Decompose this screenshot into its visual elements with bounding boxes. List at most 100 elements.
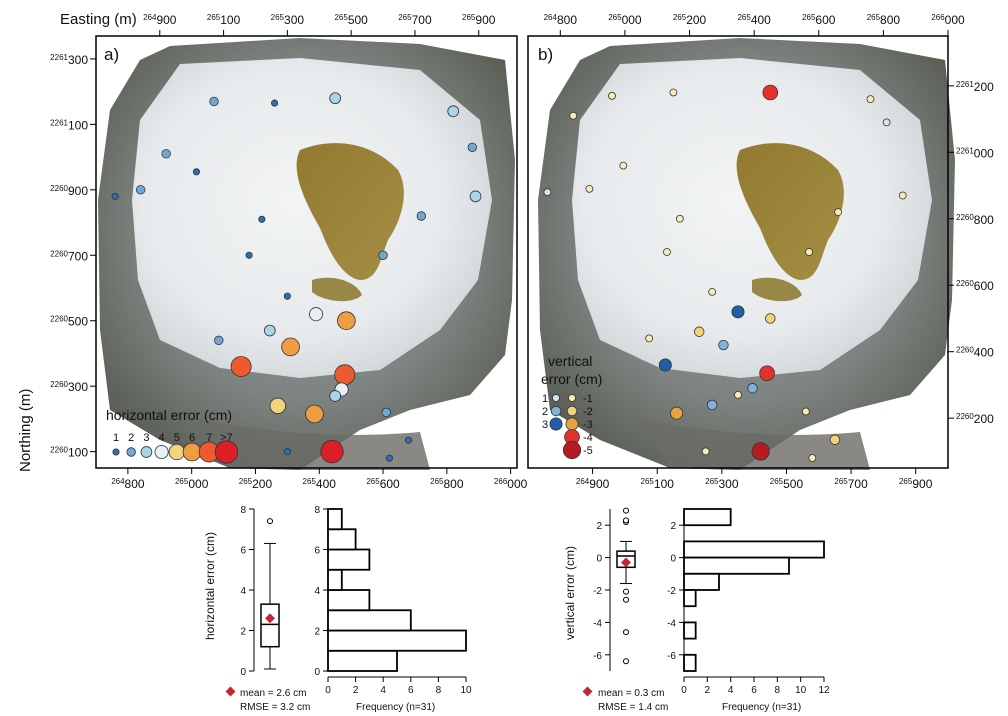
legend-size-label: 3 xyxy=(143,432,149,444)
vertical-error-marker xyxy=(718,339,729,351)
panel-b-right-tick-labels: 2261200 2261000 2260800 2260600 2260400 22602… xyxy=(948,80,994,426)
a-top-tick-label: 265100 xyxy=(207,13,241,27)
panel-b-label: b) xyxy=(538,45,553,64)
panel-a-orthophoto xyxy=(98,38,515,470)
panel-a-left-tick-labels: 2261300 2261100 2260900 2260700 2260500 22603… xyxy=(50,53,96,460)
a-left-tick-label: 2261100 xyxy=(50,118,88,132)
vertical-error-marker xyxy=(675,214,684,223)
legend-size-label: 6 xyxy=(189,432,195,444)
a-bottom-tick-label: 266000 xyxy=(494,477,528,491)
a-left-tick-label: 2260700 xyxy=(50,249,88,263)
horizontal-error-marker xyxy=(381,407,391,418)
boxplot-outlier xyxy=(623,588,629,595)
boxplot-outlier xyxy=(623,596,629,603)
panel-b-legend-title-1: vertical xyxy=(548,353,592,369)
boxplot-tick-label: 0 xyxy=(240,667,246,678)
b-top-tick-label: 266000 xyxy=(931,13,965,27)
histogram-y-tick-label: 0 xyxy=(314,667,320,678)
horizontal-error-marker xyxy=(320,440,344,464)
vertical-error-marker xyxy=(701,447,710,456)
panel-b-orthophoto xyxy=(538,38,955,470)
vertical-error-marker xyxy=(731,305,745,319)
panel-b-top-tick-labels: 264800 265000 265200 265400 265600 265800 2660… xyxy=(544,13,965,36)
a-bottom-tick-label: 265000 xyxy=(175,477,209,491)
horizontal-error-marker xyxy=(305,404,324,424)
histogram-bar xyxy=(683,653,697,672)
boxplot-tick-label: 8 xyxy=(240,505,246,516)
histogram-bar xyxy=(683,572,720,591)
horizontal-error-axis-title: horizontal error (cm) xyxy=(203,532,217,640)
panel-b-bottom-tick-labels: 264900 265100 265300 265500 265700 265900 xyxy=(576,468,933,491)
horizontal-error-marker xyxy=(269,397,286,414)
vertical-error-marker xyxy=(801,407,810,416)
panel-b-legend-title-2: error (cm) xyxy=(541,371,602,387)
histogram-y-tick-label: -4 xyxy=(667,618,676,629)
histogram-y-tick-label: -2 xyxy=(667,586,676,597)
histogram-bar xyxy=(327,528,357,551)
legend-size-label: 1 xyxy=(113,432,119,444)
boxplot-outlier xyxy=(623,658,629,665)
legend-neg-marker xyxy=(562,440,582,460)
panel-a-bottom-tick-labels: 264800 265000 265200 265400 265600 265800 2660… xyxy=(111,468,528,491)
b-bottom-tick-label: 265700 xyxy=(834,477,868,491)
boxplot-outlier xyxy=(267,518,273,525)
histogram-y-tick-label: -6 xyxy=(667,651,676,662)
vertical-error-marker xyxy=(669,88,678,97)
horizontal-error-boxplot: 0 2 4 6 8 xyxy=(240,505,280,678)
panel-a-map: Easting (m) 264900 265100 265300 265500 2657… xyxy=(17,11,528,491)
vertical-error-marker xyxy=(765,313,776,324)
horizontal-error-marker xyxy=(271,99,279,107)
b-right-tick-label: 2261000 xyxy=(956,146,994,160)
vertical-error-marker xyxy=(708,287,717,296)
legend-pos-label: 2 xyxy=(542,406,548,418)
histogram-bar xyxy=(683,508,732,527)
a-bottom-tick-label: 265600 xyxy=(366,477,400,491)
b-bottom-tick-label: 265500 xyxy=(770,477,804,491)
horizontal-error-marker xyxy=(281,337,300,357)
histogram-x-tick-label: 4 xyxy=(380,685,386,696)
vertical-error-marker xyxy=(619,161,628,170)
legend-size-marker xyxy=(214,440,238,464)
boxplot-mean xyxy=(265,613,275,624)
vertical-error-marker xyxy=(585,184,594,193)
a-top-tick-label: 265300 xyxy=(271,13,305,27)
horizontal-error-marker xyxy=(334,364,356,386)
b-top-tick-label: 265200 xyxy=(673,13,707,27)
vertical-error-marker xyxy=(762,84,779,101)
horizontal-error-marker xyxy=(263,324,276,337)
legend-pos-label: 1 xyxy=(542,393,548,405)
histogram-x-tick-label: 6 xyxy=(751,685,757,696)
horizontal-mean-label: mean = 2.6 cm xyxy=(240,688,306,699)
vertical-error-marker xyxy=(569,111,578,120)
histogram-x-tick-label: 8 xyxy=(436,685,442,696)
horizontal-error-marker xyxy=(385,454,393,462)
a-top-tick-label: 264900 xyxy=(143,13,177,27)
horizontal-rmse-label: RMSE = 3.2 cm xyxy=(240,702,310,713)
horizontal-error-marker xyxy=(161,149,171,159)
panel-a-frame xyxy=(95,35,518,469)
a-bottom-tick-label: 265800 xyxy=(430,477,464,491)
histogram-x-tick-label: 2 xyxy=(705,685,711,696)
histogram-y-tick-label: 0 xyxy=(670,554,676,565)
histogram-x-tick-label: 10 xyxy=(795,685,807,696)
horizontal-error-marker xyxy=(337,311,356,331)
vertical-error-marker xyxy=(608,91,616,100)
mean-marker-legend-v xyxy=(582,686,593,697)
boxplot-mean xyxy=(621,557,631,568)
vertical-error-marker xyxy=(898,191,907,200)
boxplot-tick-label: 4 xyxy=(240,586,246,597)
legend-size-label: 2 xyxy=(128,432,134,444)
boxplot-tick-label: 2 xyxy=(240,627,246,638)
panel-a-label: a) xyxy=(104,45,119,64)
legend-neg-label: -2 xyxy=(583,406,593,418)
boxplot-tick-label: 6 xyxy=(240,546,246,557)
legend-neg-marker xyxy=(565,417,579,431)
a-left-tick-label: 2261300 xyxy=(50,53,88,67)
b-bottom-tick-label: 264900 xyxy=(576,477,610,491)
b-top-tick-label: 264800 xyxy=(544,13,578,27)
vertical-error-marker xyxy=(645,334,654,343)
horizontal-error-marker xyxy=(309,307,324,322)
legend-size-marker xyxy=(154,444,169,459)
vertical-rmse-label: RMSE = 1.4 cm xyxy=(598,702,668,713)
